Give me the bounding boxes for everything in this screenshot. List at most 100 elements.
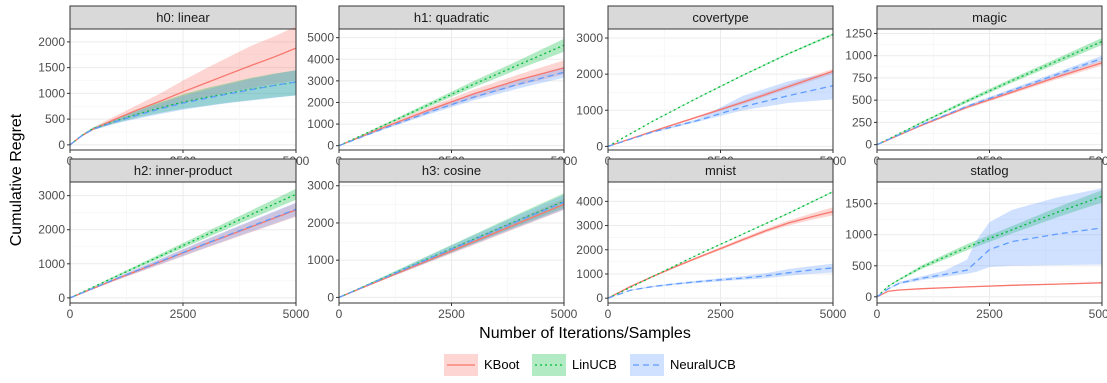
facet-title: statlog [970, 163, 1008, 178]
panel-h3-cosine: h3: cosine 0 1000 2000 3000 0 2500 5000 [307, 158, 578, 321]
y-tick-label: 1000 [38, 86, 65, 100]
ribbon-kboot [339, 198, 564, 298]
y-tick-label: 1500 [38, 61, 65, 75]
y-tick-label: 1000 [845, 228, 872, 242]
line-linucb [876, 195, 1103, 298]
y-tick-label: 250 [852, 115, 872, 129]
y-tick-label: 1000 [38, 257, 65, 271]
y-tick-label: 0 [58, 138, 65, 152]
x-tick-label: 0 [336, 307, 343, 321]
y-tick-label: 3000 [38, 189, 65, 203]
ribbon-kboot [70, 26, 296, 145]
x-tick-label: 5000 [1089, 307, 1107, 321]
y-tick-label: 4000 [576, 194, 603, 208]
y-tick-label: 5000 [307, 31, 334, 45]
line-neuralucb [338, 201, 565, 298]
panel-h0-linear: h0: linear0500100015002000025005000 [38, 5, 310, 168]
y-tick-label: 0 [58, 291, 65, 305]
legend-label: NeuralUCB [670, 357, 736, 372]
y-tick-label: 2000 [307, 216, 334, 230]
line-kboot [607, 70, 834, 148]
ribbon-linucb [70, 70, 296, 145]
legend-label: KBoot [484, 357, 520, 372]
x-tick-label: 5000 [551, 307, 578, 321]
ribbon-linucb [877, 190, 1102, 297]
ribbon-linucb [877, 37, 1102, 145]
y-tick-label: 3000 [307, 179, 334, 193]
y-tick-label: 2000 [576, 243, 603, 257]
y-tick-label: 2000 [307, 95, 334, 109]
panel-mnist: mnist 0 1000 2000 3000 4000 0 2500 5000 [576, 158, 847, 321]
ribbon-linucb [339, 38, 564, 146]
y-tick-label: 0 [596, 139, 603, 153]
facet-title: covertype [692, 10, 748, 25]
y-tick-label: 750 [852, 71, 872, 85]
x-tick-label: 5000 [820, 307, 847, 321]
facet-title: h1: quadratic [414, 10, 490, 25]
x-axis-title: Number of Iterations/Samples [479, 325, 691, 342]
ribbon-kboot [608, 207, 833, 299]
line-neuralucb [607, 267, 834, 299]
ribbon-neuralucb [339, 194, 564, 298]
y-tick-label: 0 [327, 139, 334, 153]
y-tick-label: 500 [45, 112, 65, 126]
x-tick-label: 2500 [438, 307, 465, 321]
x-tick-label: 2500 [170, 307, 197, 321]
facet-title: h2: inner-product [134, 163, 233, 178]
ribbon-linucb [339, 193, 564, 298]
line-neuralucb [69, 208, 297, 299]
legend: KBoot LinUCB NeuralUCB [444, 354, 736, 376]
line-kboot [338, 67, 565, 147]
line-linucb [338, 44, 565, 147]
x-tick-label: 2500 [707, 307, 734, 321]
y-tick-label: 2000 [38, 35, 65, 49]
y-tick-label: 3000 [576, 219, 603, 233]
y-tick-label: 1000 [845, 49, 872, 63]
line-neuralucb [876, 57, 1103, 146]
panel-covertype: covertype0100020003000025005000 [576, 5, 847, 168]
y-tick-label: 3000 [307, 74, 334, 88]
line-neuralucb [338, 71, 565, 147]
facet-title: h0: linear [156, 10, 210, 25]
ribbon-neuralucb [608, 263, 833, 299]
x-tick-label: 2500 [976, 307, 1003, 321]
line-linucb [607, 191, 834, 299]
panel-statlog: statlog 0 500 1000 1500 0 2500 5000 [845, 158, 1107, 321]
panels: h0: linear0500100015002000025005000h1: q… [38, 5, 1107, 321]
y-tick-label: 1500 [845, 197, 872, 211]
x-tick-label: 0 [874, 307, 881, 321]
facet-title: h3: cosine [422, 163, 481, 178]
ribbon-linucb [70, 188, 296, 298]
panel-h2-inner-product: h2: inner-product 0 1000 2000 3000 0 2500 5000 [38, 158, 310, 321]
ribbon-neuralucb [339, 66, 564, 146]
x-tick-label: 0 [67, 307, 74, 321]
y-tick-label: 0 [865, 138, 872, 152]
line-kboot [876, 282, 1103, 298]
legend-label: LinUCB [572, 357, 617, 372]
y-tick-label: 500 [852, 259, 872, 273]
y-tick-label: 2000 [576, 67, 603, 81]
y-tick-label: 1000 [576, 103, 603, 117]
facet-title: magic [972, 10, 1007, 25]
ribbon-linucb [608, 191, 833, 299]
x-tick-label: 0 [605, 307, 612, 321]
line-neuralucb [69, 81, 297, 146]
y-tick-label: 0 [865, 290, 872, 304]
y-tick-label: 1250 [845, 26, 872, 40]
y-tick-label: 1000 [307, 253, 334, 267]
line-linucb [876, 40, 1103, 146]
y-tick-label: 4000 [307, 52, 334, 66]
legend-item-neuralucb: NeuralUCB [630, 354, 736, 376]
x-tick-label: 5000 [283, 307, 310, 321]
facet-title: mnist [705, 163, 736, 178]
line-neuralucb [876, 227, 1103, 298]
y-tick-label: 1000 [307, 117, 334, 131]
y-tick-label: 0 [327, 290, 334, 304]
line-linucb [607, 33, 834, 147]
y-tick-label: 3000 [576, 31, 603, 45]
legend-item-linucb: LinUCB [532, 354, 617, 376]
y-axis-title: Cumulative Regret [8, 113, 25, 246]
line-neuralucb [607, 85, 834, 148]
legend-key [532, 354, 566, 376]
